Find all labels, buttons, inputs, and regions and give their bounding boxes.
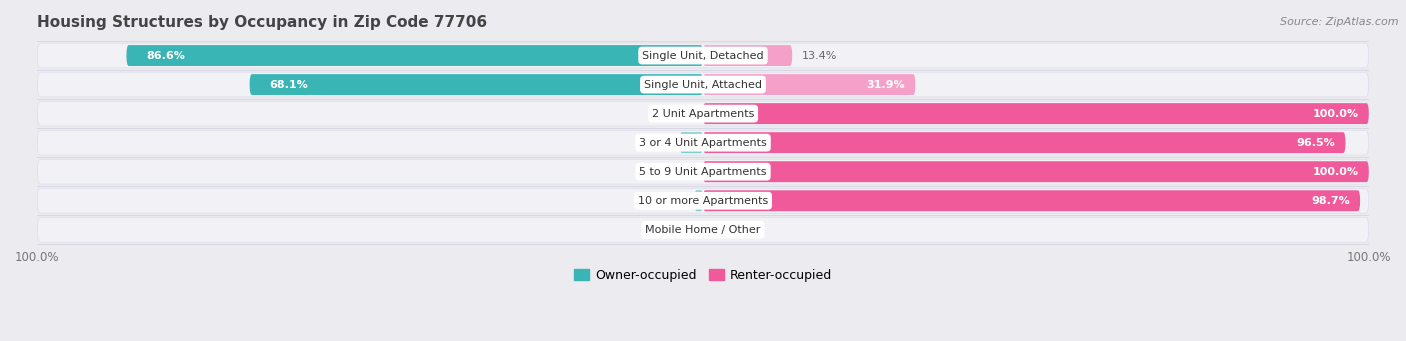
- Text: 100.0%: 100.0%: [1313, 109, 1358, 119]
- FancyBboxPatch shape: [37, 188, 1369, 213]
- Text: 3.5%: 3.5%: [641, 138, 669, 148]
- Text: 98.7%: 98.7%: [1312, 196, 1350, 206]
- Text: 5 to 9 Unit Apartments: 5 to 9 Unit Apartments: [640, 167, 766, 177]
- FancyBboxPatch shape: [37, 72, 1369, 97]
- Text: 1.3%: 1.3%: [657, 196, 685, 206]
- Text: 68.1%: 68.1%: [270, 79, 308, 90]
- Text: 86.6%: 86.6%: [146, 50, 186, 61]
- FancyBboxPatch shape: [703, 74, 915, 95]
- Text: 2 Unit Apartments: 2 Unit Apartments: [652, 109, 754, 119]
- Text: Single Unit, Attached: Single Unit, Attached: [644, 79, 762, 90]
- FancyBboxPatch shape: [37, 130, 1369, 155]
- Text: 3 or 4 Unit Apartments: 3 or 4 Unit Apartments: [640, 138, 766, 148]
- Text: 13.4%: 13.4%: [803, 50, 838, 61]
- Text: 0.0%: 0.0%: [713, 225, 741, 235]
- FancyBboxPatch shape: [703, 103, 1369, 124]
- FancyBboxPatch shape: [703, 132, 1346, 153]
- Text: 10 or more Apartments: 10 or more Apartments: [638, 196, 768, 206]
- FancyBboxPatch shape: [37, 43, 1369, 68]
- Text: Mobile Home / Other: Mobile Home / Other: [645, 225, 761, 235]
- FancyBboxPatch shape: [703, 190, 1360, 211]
- FancyBboxPatch shape: [695, 190, 703, 211]
- Text: 96.5%: 96.5%: [1296, 138, 1336, 148]
- FancyBboxPatch shape: [703, 45, 792, 66]
- Text: Housing Structures by Occupancy in Zip Code 77706: Housing Structures by Occupancy in Zip C…: [37, 15, 488, 30]
- Text: 0.0%: 0.0%: [665, 225, 693, 235]
- Text: 100.0%: 100.0%: [1313, 167, 1358, 177]
- FancyBboxPatch shape: [250, 74, 703, 95]
- FancyBboxPatch shape: [127, 45, 703, 66]
- Text: 31.9%: 31.9%: [866, 79, 905, 90]
- FancyBboxPatch shape: [37, 218, 1369, 242]
- Text: 0.0%: 0.0%: [665, 167, 693, 177]
- FancyBboxPatch shape: [703, 161, 1369, 182]
- Legend: Owner-occupied, Renter-occupied: Owner-occupied, Renter-occupied: [568, 264, 838, 287]
- FancyBboxPatch shape: [37, 101, 1369, 126]
- Text: Single Unit, Detached: Single Unit, Detached: [643, 50, 763, 61]
- Text: 0.0%: 0.0%: [665, 109, 693, 119]
- FancyBboxPatch shape: [679, 132, 703, 153]
- Text: Source: ZipAtlas.com: Source: ZipAtlas.com: [1281, 17, 1399, 27]
- FancyBboxPatch shape: [37, 159, 1369, 184]
